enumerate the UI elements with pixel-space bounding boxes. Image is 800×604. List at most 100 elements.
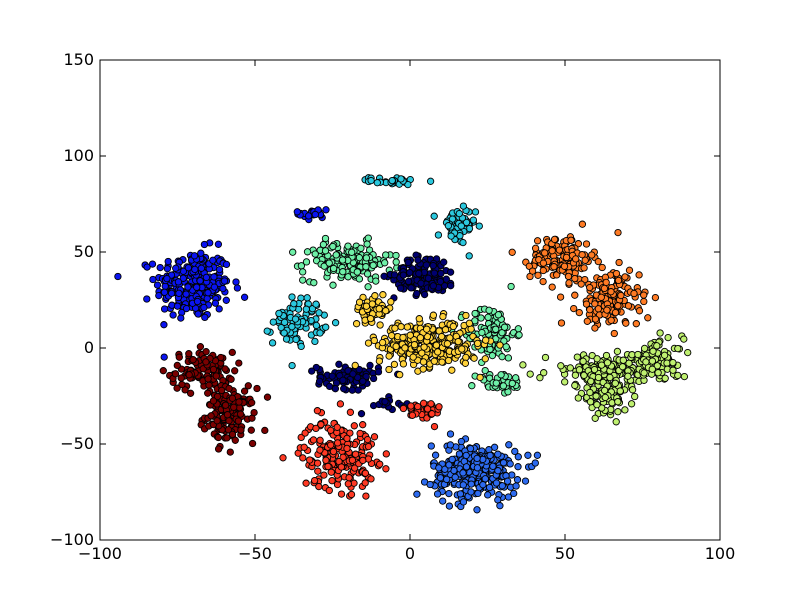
scatter-point (462, 463, 471, 471)
scatter-point (352, 320, 361, 328)
scatter-point (661, 374, 669, 382)
scatter-point (674, 344, 682, 353)
scatter-point (212, 372, 220, 380)
scatter-point (640, 297, 648, 306)
scatter-point (364, 283, 372, 291)
scatter-point (369, 374, 378, 383)
scatter-point (325, 486, 333, 495)
scatter-point (617, 291, 625, 300)
scatter-point (630, 289, 638, 298)
scatter-point (441, 326, 450, 334)
scatter-point (343, 434, 351, 443)
scatter-point (204, 389, 212, 397)
scatter-point (160, 353, 168, 361)
scatter-point (302, 479, 310, 487)
scatter-point (414, 402, 422, 411)
scatter-point (364, 234, 372, 242)
scatter-point (430, 269, 439, 277)
scatter-point (268, 339, 277, 347)
scatter-point (481, 475, 489, 483)
scatter-point (288, 361, 296, 370)
scatter-point (143, 263, 151, 271)
scatter-point (335, 360, 343, 368)
scatter-point (174, 278, 183, 286)
scatter-point (622, 319, 630, 327)
scatter-point (250, 408, 258, 417)
scatter-point (404, 180, 412, 189)
scatter-point (363, 435, 372, 444)
scatter-point (248, 439, 257, 448)
scatter-point (225, 384, 233, 393)
scatter-point (225, 417, 233, 425)
scatter-point (347, 490, 356, 499)
x-tick-label: 50 (555, 544, 575, 563)
scatter-point (577, 280, 585, 288)
scatter-point (184, 283, 192, 291)
scatter-point (631, 392, 639, 401)
scatter-point (407, 284, 415, 292)
scatter-point (456, 490, 465, 498)
scatter-point (202, 358, 210, 366)
scatter-point (607, 288, 615, 296)
scatter-point (497, 371, 505, 379)
scatter-point (396, 284, 405, 292)
scatter-point (528, 267, 537, 275)
ticks-layer: −100 −50 0 50 100 −100 −50 0 50 100 150 (50, 50, 735, 563)
scatter-point (435, 403, 443, 411)
scatter-point (407, 402, 415, 410)
cluster-12 (357, 393, 411, 418)
scatter-point (477, 314, 485, 322)
scatter-point (446, 441, 455, 449)
scatter-point (459, 238, 467, 247)
cluster-14 (351, 310, 504, 382)
scatter-point (473, 464, 482, 472)
scatter-point (575, 366, 584, 374)
scatter-point (356, 429, 364, 438)
scatter-point (378, 338, 387, 347)
scatter-point (215, 265, 224, 274)
cluster-15 (279, 400, 390, 500)
cluster-9 (468, 366, 521, 397)
scatter-point (275, 309, 283, 318)
scatter-point (642, 358, 650, 366)
scatter-point (468, 382, 476, 390)
scatter-point (348, 456, 357, 464)
scatter-point (459, 481, 467, 489)
scatter-point (484, 313, 492, 321)
scatter-point (438, 358, 446, 366)
scatter-point (213, 392, 222, 401)
scatter-point (640, 369, 648, 377)
scatter-point (182, 304, 191, 313)
scatter-point (155, 291, 163, 300)
scatter-point (327, 426, 335, 434)
scatter-point (669, 358, 677, 367)
scatter-point (214, 433, 223, 442)
scatter-point (193, 283, 201, 291)
scatter-point (539, 277, 547, 286)
scatter-point (306, 456, 314, 464)
scatter-point (261, 426, 269, 435)
scatter-point (511, 447, 519, 456)
scatter-point (215, 305, 223, 313)
scatter-point (190, 252, 199, 260)
scatter-point (336, 400, 345, 408)
scatter-point (311, 210, 319, 219)
scatter-point (346, 408, 355, 416)
scatter-point (616, 387, 624, 395)
scatter-point (218, 386, 226, 395)
scatter-point (515, 331, 523, 339)
scatter-point (355, 253, 363, 262)
scatter-point (333, 439, 342, 447)
scatter-point (458, 345, 466, 353)
x-tick-label: 0 (405, 544, 415, 563)
scatter-point (337, 463, 346, 471)
scatter-point (567, 236, 575, 244)
scatter-point (191, 265, 199, 274)
scatter-point (196, 277, 204, 285)
scatter-point (392, 251, 400, 260)
scatter-point (193, 297, 202, 306)
scatter-point (479, 481, 487, 489)
scatter-point (361, 479, 369, 487)
scatter-point (624, 302, 633, 310)
scatter-point (344, 480, 352, 488)
